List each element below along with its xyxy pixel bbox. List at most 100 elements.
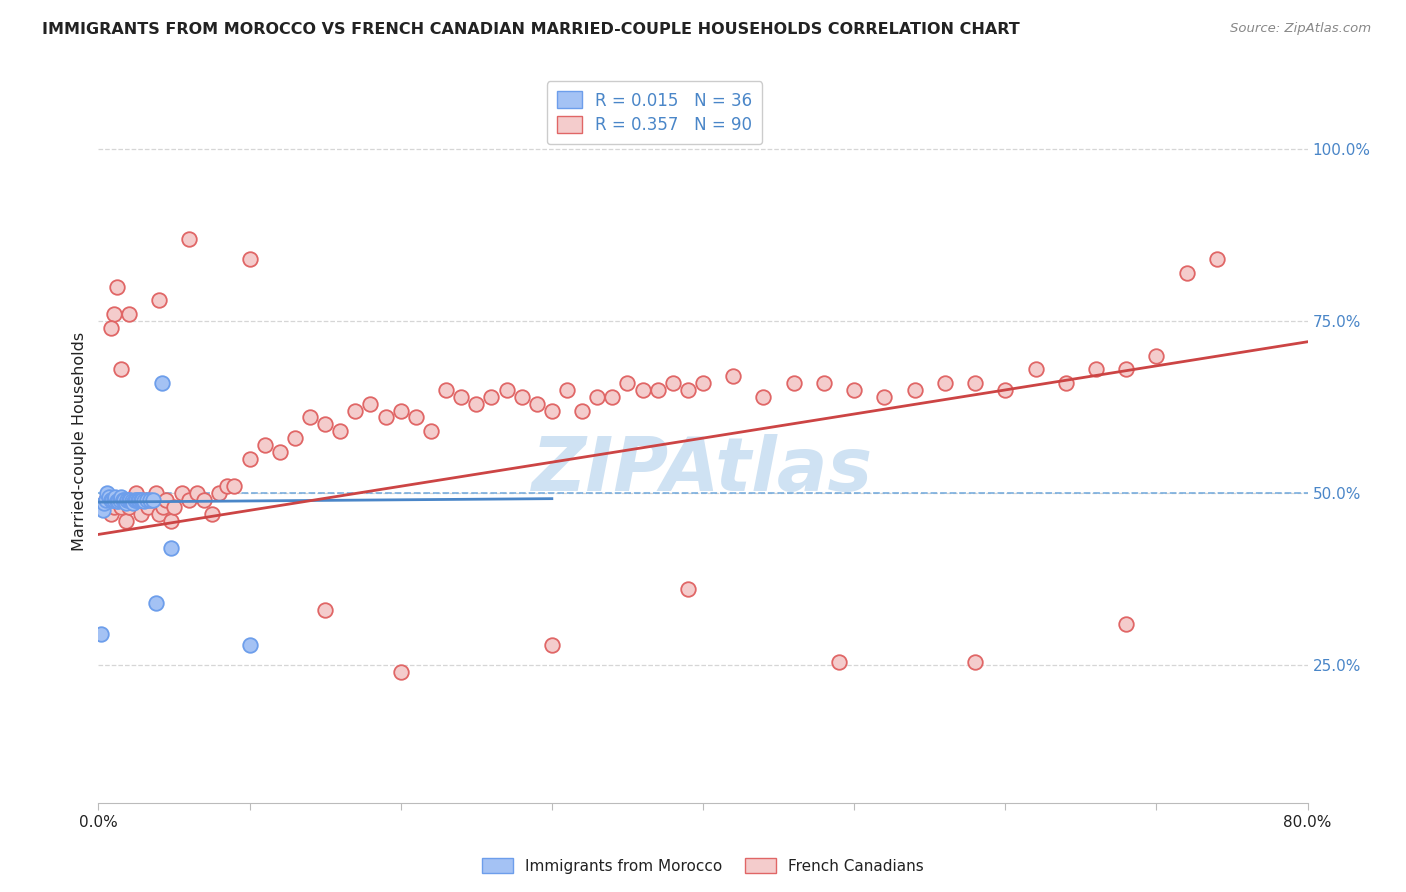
Point xyxy=(148,293,170,308)
Point xyxy=(201,507,224,521)
Point xyxy=(239,252,262,267)
Point xyxy=(111,493,134,508)
Point xyxy=(145,596,167,610)
Point xyxy=(131,493,153,508)
Point xyxy=(374,410,396,425)
Point xyxy=(215,479,238,493)
Point xyxy=(110,362,132,376)
Point xyxy=(828,655,851,669)
Point xyxy=(844,383,866,397)
Text: ZIPAtlas: ZIPAtlas xyxy=(533,434,873,507)
Point xyxy=(110,500,132,514)
Point xyxy=(98,490,121,504)
Point xyxy=(90,627,112,641)
Point xyxy=(160,514,183,528)
Legend: Immigrants from Morocco, French Canadians: Immigrants from Morocco, French Canadian… xyxy=(477,852,929,880)
Point xyxy=(661,376,683,390)
Text: IMMIGRANTS FROM MOROCCO VS FRENCH CANADIAN MARRIED-COUPLE HOUSEHOLDS CORRELATION: IMMIGRANTS FROM MOROCCO VS FRENCH CANADI… xyxy=(42,22,1019,37)
Point xyxy=(420,424,443,438)
Point xyxy=(284,431,307,445)
Point xyxy=(434,383,457,397)
Point xyxy=(101,493,124,508)
Point xyxy=(752,390,775,404)
Point xyxy=(510,390,533,404)
Point xyxy=(1175,266,1198,280)
Point xyxy=(224,479,246,493)
Point xyxy=(132,493,155,508)
Point xyxy=(965,655,987,669)
Point xyxy=(239,638,262,652)
Point xyxy=(105,279,128,293)
Point xyxy=(160,541,183,556)
Point xyxy=(1085,362,1108,376)
Point xyxy=(124,493,146,508)
Point xyxy=(121,494,143,508)
Point xyxy=(100,493,122,508)
Point xyxy=(723,369,745,384)
Point xyxy=(121,493,143,508)
Point xyxy=(994,383,1017,397)
Point xyxy=(105,494,128,508)
Point xyxy=(495,383,517,397)
Point xyxy=(136,500,159,514)
Point xyxy=(314,603,336,617)
Legend: R = 0.015   N = 36, R = 0.357   N = 90: R = 0.015 N = 36, R = 0.357 N = 90 xyxy=(547,81,762,145)
Point xyxy=(360,397,382,411)
Point xyxy=(105,493,128,508)
Point xyxy=(148,507,170,521)
Point xyxy=(555,383,578,397)
Point xyxy=(208,486,231,500)
Point xyxy=(269,445,291,459)
Point xyxy=(389,665,412,679)
Text: Source: ZipAtlas.com: Source: ZipAtlas.com xyxy=(1230,22,1371,36)
Point xyxy=(155,493,177,508)
Point xyxy=(142,493,165,508)
Point xyxy=(118,500,141,514)
Point xyxy=(1115,616,1137,631)
Point xyxy=(129,493,152,508)
Point xyxy=(405,410,427,425)
Point xyxy=(692,376,714,390)
Point xyxy=(94,493,117,508)
Point xyxy=(1206,252,1229,267)
Point xyxy=(114,496,136,510)
Point xyxy=(127,493,149,508)
Point xyxy=(586,390,609,404)
Point xyxy=(1054,376,1077,390)
Point xyxy=(526,397,548,411)
Point xyxy=(299,410,322,425)
Point xyxy=(139,493,162,508)
Point xyxy=(104,490,127,504)
Point xyxy=(135,493,157,508)
Point xyxy=(118,307,141,321)
Point xyxy=(128,493,150,508)
Point xyxy=(125,493,148,508)
Point xyxy=(114,514,136,528)
Point xyxy=(179,493,201,508)
Point xyxy=(108,493,131,508)
Point xyxy=(389,403,412,417)
Point xyxy=(179,231,201,245)
Point xyxy=(103,307,125,321)
Point xyxy=(540,403,562,417)
Point xyxy=(129,507,152,521)
Point xyxy=(93,496,115,510)
Point xyxy=(813,376,835,390)
Point xyxy=(103,493,125,508)
Point xyxy=(616,376,638,390)
Point xyxy=(107,494,129,508)
Point xyxy=(571,403,593,417)
Point xyxy=(602,390,624,404)
Point xyxy=(112,493,135,508)
Point xyxy=(676,582,699,597)
Point xyxy=(141,493,163,508)
Point xyxy=(239,451,262,466)
Point xyxy=(329,424,352,438)
Point xyxy=(152,500,174,514)
Point xyxy=(132,494,155,508)
Point xyxy=(103,500,125,514)
Point xyxy=(481,390,503,404)
Point xyxy=(783,376,806,390)
Point xyxy=(450,390,472,404)
Point xyxy=(100,507,122,521)
